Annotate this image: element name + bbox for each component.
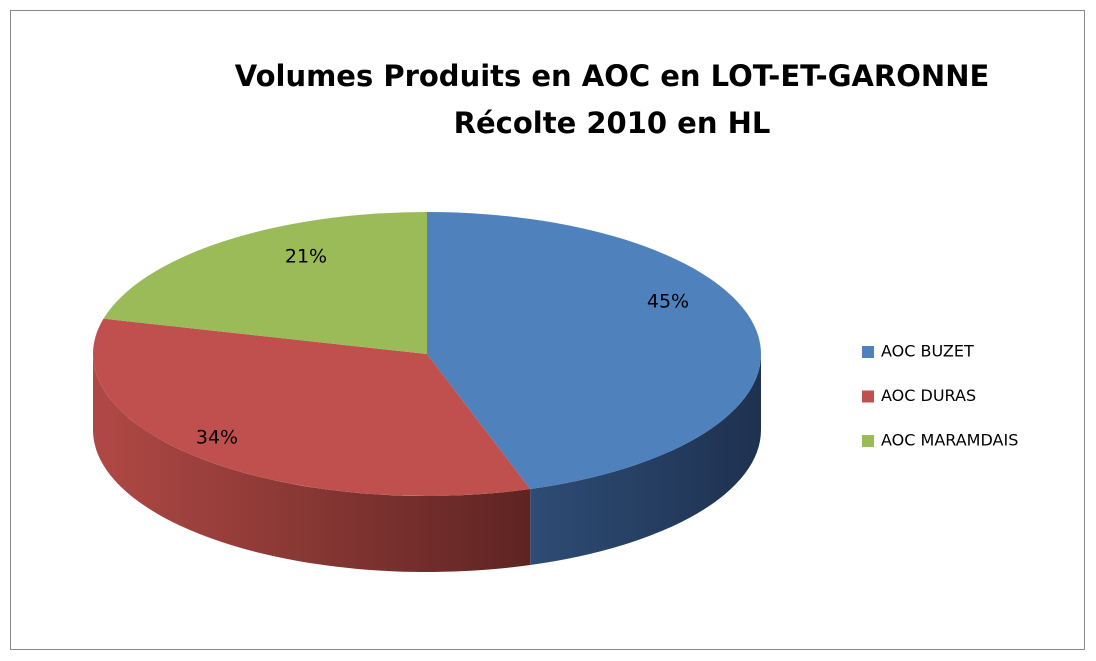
pie-sides [93, 354, 761, 572]
slice [427, 212, 761, 490]
slice [92, 318, 531, 496]
slice-side [93, 354, 531, 572]
legend-label: AOC DURAS [881, 386, 976, 405]
data-label: 21% [285, 246, 327, 268]
chart-title: Volumes Produits en AOC en LOT-ET-GARONN… [235, 59, 990, 93]
chart-subtitle: Récolte 2010 en HL [454, 106, 771, 140]
pie-tops [92, 212, 761, 496]
legend-swatch [862, 435, 874, 447]
legend-swatch [862, 390, 874, 403]
slice [103, 212, 427, 354]
legend: AOC BUZET AOC DURAS AOC MARAMDAIS [862, 342, 1018, 450]
data-labels: 45% 34% 21% [196, 246, 689, 449]
legend-label: AOC BUZET [881, 342, 974, 361]
legend-label: AOC MARAMDAIS [881, 431, 1018, 450]
data-label: 45% [647, 291, 689, 313]
slice-side [530, 354, 761, 566]
data-label: 34% [196, 427, 238, 449]
legend-swatch [862, 346, 874, 358]
